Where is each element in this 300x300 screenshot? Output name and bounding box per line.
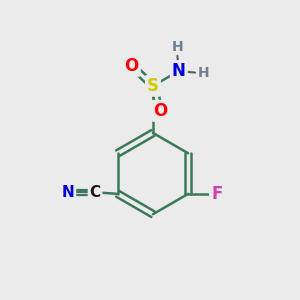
Text: N: N [61,185,74,200]
Text: H: H [172,40,183,54]
Text: S: S [147,77,159,95]
Text: N: N [172,62,186,80]
Text: H: H [197,66,209,80]
Text: F: F [211,185,222,203]
Text: O: O [124,57,139,75]
Text: O: O [153,102,167,120]
Text: C: C [89,185,100,200]
